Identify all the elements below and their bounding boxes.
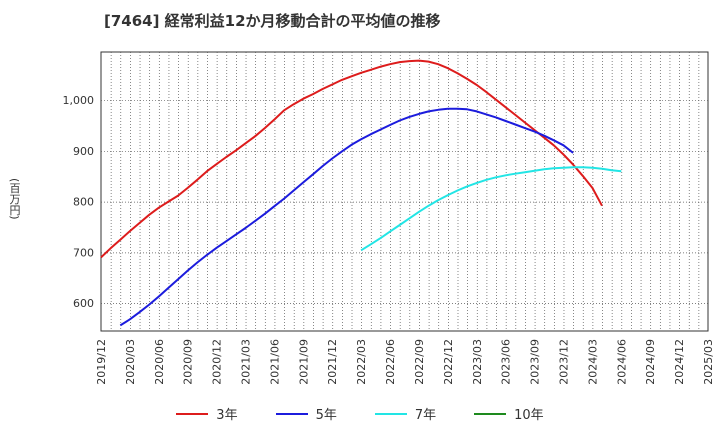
y-tick-label: 600 — [73, 297, 94, 310]
x-tick-label: 2021/06 — [268, 339, 281, 385]
y-tick-label: 900 — [73, 145, 94, 158]
legend-label: 7年 — [414, 408, 437, 423]
series-line — [119, 107, 574, 327]
plot-frame — [100, 51, 709, 332]
x-tick-label: 2020/12 — [211, 339, 224, 385]
legend-item: 7年 — [374, 404, 437, 423]
x-tick-label: 2021/12 — [326, 339, 339, 385]
x-tick-label: 2020/09 — [182, 339, 195, 385]
x-tick-label: 2023/09 — [529, 339, 542, 385]
x-tick-label: 2023/06 — [500, 339, 513, 385]
y-tick-label: 800 — [73, 196, 94, 209]
legend-item: 5年 — [275, 404, 337, 423]
x-tick-label: 2023/12 — [557, 339, 570, 385]
x-tick-label: 2024/06 — [615, 339, 628, 385]
series-line — [100, 59, 603, 259]
y-tick-label: 700 — [73, 246, 94, 259]
chart-title: [7464] 経常利益12か月移動合計の平均値の推移 — [104, 12, 441, 30]
legend-swatch — [176, 412, 209, 415]
x-tick-label: 2022/03 — [355, 339, 368, 385]
legend-label: 10年 — [514, 408, 544, 423]
x-tick-label: 2025/03 — [702, 339, 715, 385]
y-tick-label: 1,000 — [63, 94, 95, 107]
x-tick-label: 2022/12 — [442, 339, 455, 385]
x-tick-label: 2020/06 — [153, 339, 166, 385]
legend-item: 10年 — [474, 404, 544, 423]
legend-label: 5年 — [315, 408, 337, 423]
x-tick-label: 2023/03 — [471, 339, 484, 385]
y-axis-label: (百万円) — [8, 178, 21, 220]
legend: 3年 5年 7年 10年 — [0, 404, 720, 423]
x-tick-label: 2022/09 — [413, 339, 426, 385]
x-tick-label: 2021/09 — [297, 339, 310, 385]
x-tick-label: 2024/03 — [586, 339, 599, 385]
legend-item: 3年 — [176, 404, 238, 423]
legend-label: 3年 — [216, 408, 238, 423]
x-tick-label: 2021/03 — [240, 339, 253, 385]
x-tick-label: 2024/09 — [644, 339, 657, 385]
x-tick-label: 2024/12 — [673, 339, 686, 385]
legend-swatch — [275, 412, 308, 415]
x-tick-label: 2022/06 — [384, 339, 397, 385]
series-line — [360, 166, 622, 252]
legend-swatch — [474, 412, 507, 415]
legend-swatch — [374, 412, 407, 415]
x-tick-label: 2019/12 — [95, 339, 108, 385]
x-tick-label: 2020/03 — [124, 339, 137, 385]
